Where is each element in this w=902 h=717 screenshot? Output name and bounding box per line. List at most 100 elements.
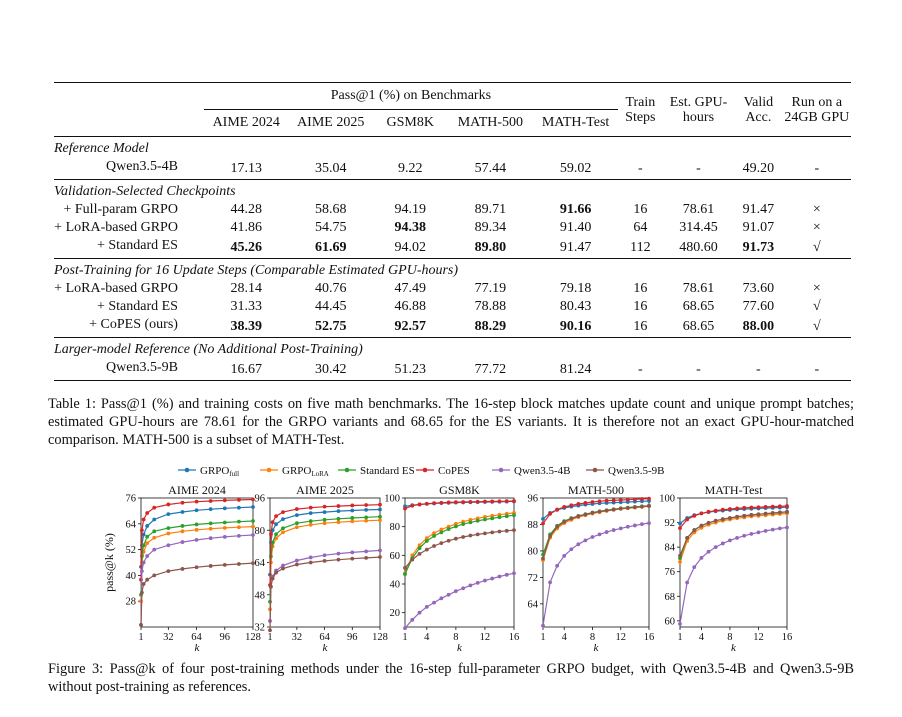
y-axis-label: pass@k (%)	[102, 533, 116, 592]
data-point	[378, 514, 382, 519]
data-point	[483, 499, 487, 504]
data-point	[336, 520, 341, 525]
series-line	[140, 520, 254, 595]
data-point	[777, 510, 782, 515]
data-point	[728, 538, 732, 543]
data-point	[541, 521, 545, 526]
data-point	[562, 519, 567, 524]
data-point	[720, 507, 725, 512]
table-cell: 91.73	[742, 239, 775, 255]
table-row: + LoRA-based GRPO 28.14 40.76 47.49 77.19 79.…	[54, 280, 851, 298]
data-point	[424, 501, 429, 506]
data-point	[145, 534, 150, 539]
table-cell: 46.88	[394, 299, 426, 314]
data-point	[541, 516, 545, 521]
data-point	[541, 556, 545, 561]
data-point	[417, 502, 422, 507]
series-line	[404, 529, 515, 569]
data-point	[625, 524, 630, 529]
data-point	[410, 557, 415, 562]
table-header-row-1: Pass@1 (%) on Benchmarks Train Steps Est. G…	[54, 82, 851, 125]
x-tick-label: 12	[480, 632, 491, 643]
chart-panel-4: MATH-Test 1 4 8 12 16 60 68 76 84 92 100 k	[659, 483, 792, 654]
y-tick-label: 100	[384, 494, 400, 505]
data-point	[576, 542, 581, 547]
data-point	[141, 582, 146, 586]
data-point	[541, 623, 545, 628]
data-point	[336, 557, 341, 562]
table-cell: 45.26	[230, 239, 262, 255]
table-cell: 38.39	[230, 318, 262, 334]
data-point	[403, 626, 407, 631]
y-tick-label: 20	[390, 608, 401, 619]
data-point	[785, 525, 789, 530]
extra-header-0: Train Steps	[618, 83, 663, 137]
series-line	[542, 500, 650, 520]
y-tick-label: 80	[390, 522, 401, 533]
data-point	[281, 566, 285, 571]
data-point	[139, 528, 144, 533]
data-point	[625, 506, 630, 510]
series-line	[269, 504, 381, 586]
x-tick-label: 16	[509, 632, 520, 643]
data-point	[251, 533, 255, 537]
results-table: Pass@1 (%) on Benchmarks Train Steps Est. G…	[54, 82, 851, 381]
data-point	[685, 517, 690, 522]
data-point	[208, 507, 213, 512]
data-point	[152, 529, 157, 534]
legend-marker	[592, 467, 598, 473]
data-point	[208, 499, 213, 503]
data-point	[446, 527, 451, 532]
x-tick-label: 96	[220, 632, 231, 643]
data-point	[294, 521, 299, 526]
data-point	[417, 546, 422, 551]
data-point	[461, 535, 466, 539]
data-point	[308, 555, 313, 560]
y-tick-label: 64	[528, 599, 539, 610]
data-point	[152, 535, 157, 540]
legend-item: Qwen3.5-9B	[586, 465, 665, 477]
data-point	[490, 499, 495, 504]
data-point	[597, 509, 602, 514]
data-point	[141, 532, 146, 537]
legend-item: GRPOLoRA	[260, 465, 329, 478]
series-line	[269, 508, 381, 575]
row-label: + LoRA-based GRPO	[54, 220, 178, 235]
x-axis-label: k	[731, 642, 737, 654]
data-point	[424, 536, 429, 541]
data-point	[512, 499, 516, 503]
data-point	[678, 622, 682, 626]
data-point	[453, 524, 458, 529]
data-point	[611, 507, 616, 512]
data-point	[281, 526, 285, 531]
x-axis-label: k	[323, 642, 329, 654]
extra-header-line: Steps	[625, 109, 656, 125]
data-point	[590, 500, 595, 504]
data-point	[322, 504, 327, 509]
data-point	[350, 550, 355, 555]
data-point	[461, 586, 466, 591]
data-point	[475, 532, 480, 537]
data-point	[583, 501, 588, 505]
data-point	[749, 505, 754, 510]
chart-panel-0: AIME 2024 1 32 64 96 128 28 40 52 64 76 k pass@k (%)	[102, 483, 261, 654]
data-point	[504, 514, 509, 519]
data-point	[632, 505, 637, 510]
data-point	[294, 513, 299, 518]
data-point	[166, 502, 171, 507]
data-point	[453, 589, 458, 594]
x-tick-label: 1	[138, 632, 143, 643]
y-tick-label: 88	[528, 520, 539, 531]
table-cell: 51.23	[394, 361, 426, 377]
data-point	[145, 541, 150, 546]
table-cell: √	[812, 299, 821, 314]
table-cell: 91.07	[742, 220, 775, 235]
x-tick-label: 8	[727, 632, 732, 643]
data-point	[152, 517, 157, 522]
data-point	[350, 503, 355, 508]
y-tick-label: 28	[126, 597, 137, 608]
x-tick-label: 12	[753, 632, 764, 643]
table-cell: 94.02	[394, 239, 426, 255]
data-point	[417, 552, 422, 556]
section-title: Validation-Selected Checkpoints	[54, 184, 236, 199]
